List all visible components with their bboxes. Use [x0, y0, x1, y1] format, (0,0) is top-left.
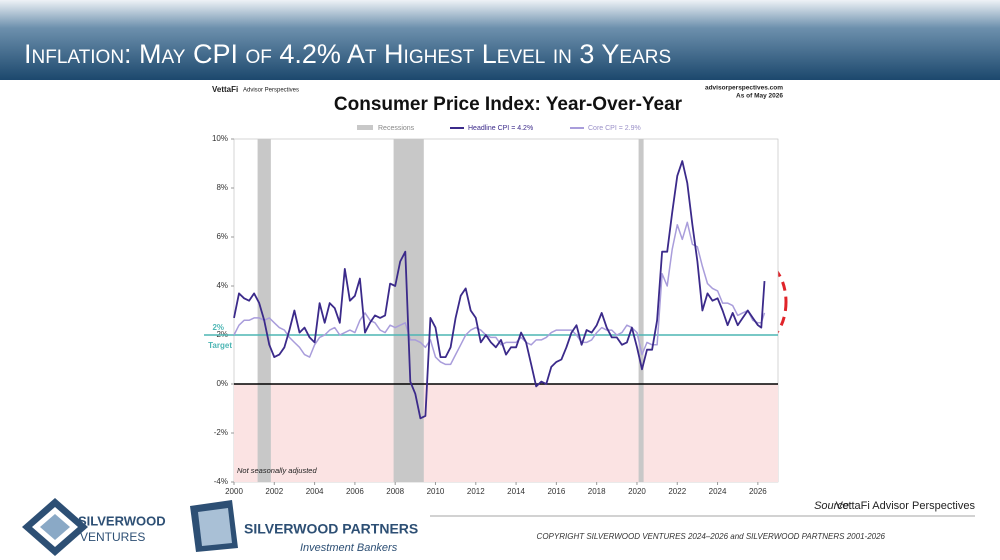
target-name: Target	[208, 341, 232, 350]
logo-name: SILVERWOOD	[78, 513, 166, 528]
logo-sub: VENTURES	[80, 530, 145, 544]
legend-label: Recessions	[378, 125, 415, 132]
y-tick-label: 10%	[212, 134, 228, 143]
note: Not seasonally adjusted	[237, 466, 317, 475]
chart-title: Consumer Price Index: Year-Over-Year	[334, 94, 683, 115]
legend-swatch	[357, 125, 373, 130]
x-tick-label: 2006	[346, 487, 364, 496]
brand: VettaFi	[212, 85, 238, 94]
x-tick-label: 2022	[668, 487, 686, 496]
slide-title: Inflation: May CPI of 4.2% At Highest Le…	[24, 39, 671, 69]
recession-band	[393, 139, 424, 482]
brand-sub: Advisor Perspectives	[243, 88, 299, 94]
logo-partners: SILVERWOOD PARTNERS Investment Bankers	[190, 500, 418, 554]
y-tick-label: 0%	[216, 379, 228, 388]
x-tick-label: 2026	[749, 487, 767, 496]
header-band	[0, 0, 1000, 80]
source-label: Source:	[814, 500, 852, 512]
recession-band	[638, 139, 644, 482]
x-tick-label: 2002	[265, 487, 283, 496]
legend-label: Headline CPI = 4.2%	[468, 125, 533, 132]
logo-sub: Investment Bankers	[300, 542, 398, 554]
legend: Recessions Headline CPI = 4.2% Core CPI = …	[357, 125, 641, 132]
y-tick-label: 8%	[216, 183, 228, 192]
source-text: VettaFi Advisor Perspectives	[836, 500, 976, 512]
x-tick-label: 2008	[386, 487, 404, 496]
plot: 10% 8% 6% 4% 2% 0% -2% -4%2000 2002 2004 2006 2008 2…	[204, 134, 779, 496]
x-tick-label: 2004	[306, 487, 324, 496]
site: advisorperspectives.com	[705, 85, 783, 92]
negative-region	[234, 384, 778, 482]
target-label: 2%	[212, 323, 224, 332]
x-tick-label: 2012	[467, 487, 485, 496]
as-of: As of May 2026	[736, 93, 783, 100]
y-tick-label: -2%	[214, 428, 228, 437]
logo-square	[198, 508, 232, 546]
y-tick-label: -4%	[214, 477, 228, 486]
x-tick-label: 2018	[588, 487, 606, 496]
y-tick-label: 4%	[216, 281, 228, 290]
x-tick-label: 2016	[547, 487, 565, 496]
logo-ventures: SILVERWOOD VENTURES	[22, 498, 166, 556]
chart-panel: VettaFi Advisor Perspectives advisorpers…	[212, 85, 788, 343]
x-tick-label: 2000	[225, 487, 243, 496]
copyright: COPYRIGHT SILVERWOOD VENTURES 2024–2026 …	[537, 532, 886, 541]
x-tick-label: 2014	[507, 487, 525, 496]
y-tick-label: 6%	[216, 232, 228, 241]
logo-name: SILVERWOOD PARTNERS	[244, 521, 418, 537]
series-line	[233, 221, 766, 366]
series-line	[233, 160, 766, 420]
logo-diamond	[40, 514, 70, 540]
x-tick-label: 2020	[628, 487, 646, 496]
legend-label: Core CPI = 2.9%	[588, 125, 641, 132]
recession-band	[257, 139, 271, 482]
x-tick-label: 2024	[709, 487, 727, 496]
x-tick-label: 2010	[427, 487, 445, 496]
